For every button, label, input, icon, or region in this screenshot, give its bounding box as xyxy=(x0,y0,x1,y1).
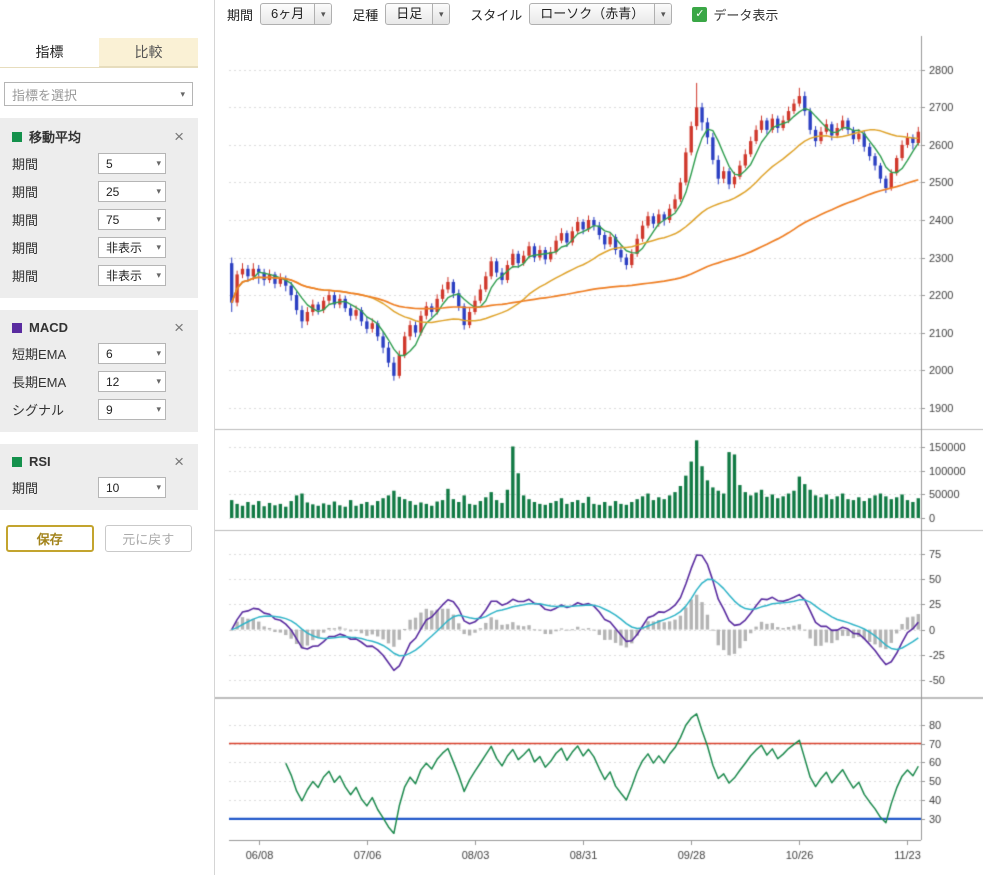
setting-row: 期間 非表示 ▾ xyxy=(12,265,186,286)
setting-row: 短期EMA 6 ▾ xyxy=(12,343,186,364)
setting-row: 期間 10 ▾ xyxy=(12,477,186,498)
chevron-down-icon: ▾ xyxy=(156,348,161,359)
style-label: スタイル xyxy=(470,5,522,24)
indicator-select[interactable]: 指標を選択 ▾ xyxy=(4,82,193,106)
style-select[interactable]: ローソク（赤青） ▾ xyxy=(529,3,672,25)
style-group: スタイル ローソク（赤青） ▾ xyxy=(470,3,672,25)
chevron-down-icon: ▾ xyxy=(156,158,161,169)
period-group: 期間 6ヶ月 ▾ xyxy=(227,3,332,25)
macd-slow-ema-select[interactable]: 12 ▾ xyxy=(98,371,166,392)
chart-application: 指標 比較 指標を選択 ▾ 移動平均 × 期間 5 ▾ xyxy=(0,0,983,875)
setting-label: 短期EMA xyxy=(12,344,98,363)
setting-label: 期間 xyxy=(12,182,98,201)
indicator-panel-moving-average: 移動平均 × 期間 5 ▾ 期間 25 ▾ xyxy=(0,118,198,298)
indicator-panel-macd: MACD × 短期EMA 6 ▾ 長期EMA 12 ▾ xyxy=(0,310,198,432)
chevron-down-icon: ▾ xyxy=(156,214,161,225)
ma-period-1-select[interactable]: 5 ▾ xyxy=(98,153,166,174)
setting-label: 長期EMA xyxy=(12,372,98,391)
macd-signal-select[interactable]: 9 ▾ xyxy=(98,399,166,420)
panel-header: RSI × xyxy=(12,453,186,470)
setting-label: 期間 xyxy=(12,238,98,257)
ma-color-swatch-icon xyxy=(12,132,22,142)
select-value: 6 xyxy=(106,347,113,361)
style-value: ローソク（赤青） xyxy=(530,4,654,24)
select-value: 75 xyxy=(106,213,119,227)
chevron-down-icon: ▾ xyxy=(156,404,161,415)
select-value: 10 xyxy=(106,481,119,495)
indicator-select-placeholder: 指標を選択 xyxy=(12,85,77,104)
chevron-down-icon: ▾ xyxy=(180,89,185,100)
close-icon[interactable]: × xyxy=(172,319,186,336)
select-value: 25 xyxy=(106,185,119,199)
rsi-period-select[interactable]: 10 ▾ xyxy=(98,477,166,498)
price-chart-canvas[interactable] xyxy=(215,28,983,875)
chevron-down-icon: ▾ xyxy=(156,186,161,197)
ma-period-3-select[interactable]: 75 ▾ xyxy=(98,209,166,230)
indicator-panel-rsi: RSI × 期間 10 ▾ xyxy=(0,444,198,510)
save-button[interactable]: 保存 xyxy=(6,525,94,552)
bartype-label: 足種 xyxy=(352,5,378,24)
chevron-down-icon: ▾ xyxy=(156,376,161,387)
panel-header: 移動平均 × xyxy=(12,127,186,146)
ma-period-2-select[interactable]: 25 ▾ xyxy=(98,181,166,202)
ma-period-4-select[interactable]: 非表示 ▾ xyxy=(98,237,166,258)
setting-label: 期間 xyxy=(12,154,98,173)
select-value: 12 xyxy=(106,375,119,389)
panel-title: 移動平均 xyxy=(29,127,172,146)
reset-button[interactable]: 元に戻す xyxy=(105,525,192,552)
panel-title: MACD xyxy=(29,320,172,335)
bartype-group: 足種 日足 ▾ xyxy=(352,3,450,25)
macd-fast-ema-select[interactable]: 6 ▾ xyxy=(98,343,166,364)
chevron-down-icon: ▾ xyxy=(156,242,161,253)
sidebar-content: 指標 比較 指標を選択 ▾ 移動平均 × 期間 5 ▾ xyxy=(0,38,198,552)
tab-compare[interactable]: 比較 xyxy=(99,38,198,67)
data-display-toggle[interactable]: ✓ データ表示 xyxy=(692,5,778,24)
sidebar-actions: 保存 元に戻す xyxy=(6,525,192,552)
chevron-down-icon[interactable]: ▾ xyxy=(432,4,449,24)
bartype-select[interactable]: 日足 ▾ xyxy=(385,3,450,25)
chevron-down-icon[interactable]: ▾ xyxy=(314,4,331,24)
tab-indicators[interactable]: 指標 xyxy=(0,38,99,67)
chevron-down-icon[interactable]: ▾ xyxy=(654,4,671,24)
chevron-down-icon: ▾ xyxy=(156,482,161,493)
period-label: 期間 xyxy=(227,5,253,24)
select-value: 9 xyxy=(106,403,113,417)
sidebar-tabs: 指標 比較 xyxy=(0,38,198,68)
setting-row: 期間 25 ▾ xyxy=(12,181,186,202)
panel-title: RSI xyxy=(29,454,172,469)
chevron-down-icon: ▾ xyxy=(156,270,161,281)
setting-row: 長期EMA 12 ▾ xyxy=(12,371,186,392)
close-icon[interactable]: × xyxy=(172,128,186,145)
period-value: 6ヶ月 xyxy=(261,4,314,24)
chart-toolbar: 期間 6ヶ月 ▾ 足種 日足 ▾ スタイル ローソク（赤青） ▾ xyxy=(215,0,983,28)
macd-color-swatch-icon xyxy=(12,323,22,333)
data-display-label: データ表示 xyxy=(713,5,778,24)
close-icon[interactable]: × xyxy=(172,453,186,470)
setting-row: 期間 非表示 ▾ xyxy=(12,237,186,258)
bartype-value: 日足 xyxy=(386,4,432,24)
setting-label: シグナル xyxy=(12,400,98,419)
setting-label: 期間 xyxy=(12,266,98,285)
period-select[interactable]: 6ヶ月 ▾ xyxy=(260,3,332,25)
setting-row: 期間 5 ▾ xyxy=(12,153,186,174)
ma-period-5-select[interactable]: 非表示 ▾ xyxy=(98,265,166,286)
setting-label: 期間 xyxy=(12,210,98,229)
select-value: 非表示 xyxy=(106,267,142,284)
sidebar: 指標 比較 指標を選択 ▾ 移動平均 × 期間 5 ▾ xyxy=(0,0,215,875)
panel-header: MACD × xyxy=(12,319,186,336)
chart-main: 期間 6ヶ月 ▾ 足種 日足 ▾ スタイル ローソク（赤青） ▾ xyxy=(215,0,983,875)
checkbox-checked-icon[interactable]: ✓ xyxy=(692,7,707,22)
setting-row: シグナル 9 ▾ xyxy=(12,399,186,420)
select-value: 非表示 xyxy=(106,239,142,256)
setting-label: 期間 xyxy=(12,478,98,497)
select-value: 5 xyxy=(106,157,113,171)
setting-row: 期間 75 ▾ xyxy=(12,209,186,230)
rsi-color-swatch-icon xyxy=(12,457,22,467)
